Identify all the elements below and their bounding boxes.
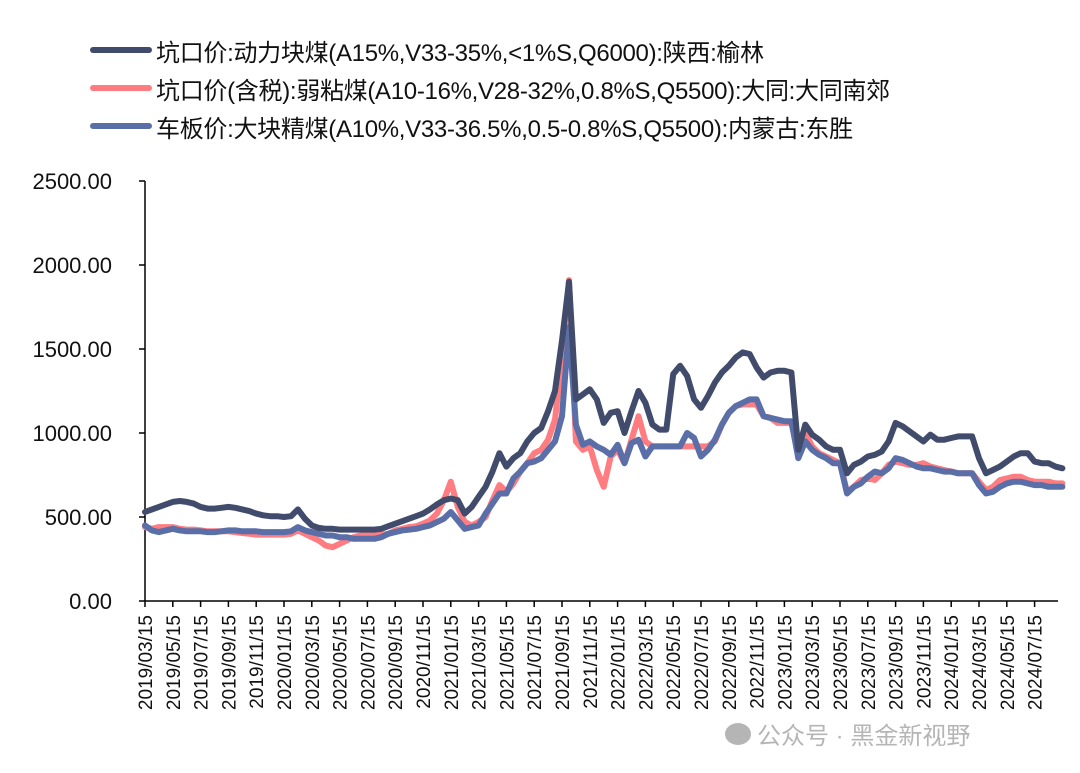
- y-tick-label: 0.00: [69, 589, 112, 614]
- chart-legend: 坑口价:动力块煤(A15%,V33-35%,<1%S,Q6000):陕西:榆林 …: [90, 26, 890, 150]
- y-tick-label: 2000.00: [32, 253, 112, 278]
- x-tick-label: 2021/09/15: [553, 615, 574, 710]
- x-tick-label: 2020/11/15: [414, 615, 435, 709]
- x-tick-label: 2023/11/15: [914, 615, 935, 709]
- x-tick-label: 2020/03/15: [303, 615, 324, 710]
- x-tick-label: 2024/03/15: [970, 615, 991, 710]
- x-tick-label: 2020/07/15: [358, 615, 379, 710]
- y-tick-label: 500.00: [45, 505, 112, 530]
- series-line-2: [142, 324, 1066, 542]
- x-tick-label: 2020/05/15: [331, 615, 352, 710]
- x-axis: 2019/03/15 2019/05/15 2019/07/15 2019/09/15…: [136, 600, 1058, 710]
- x-tick-label: 2021/01/15: [442, 615, 463, 710]
- series-line-0: [142, 278, 1066, 533]
- legend-label-dongsheng: 车板价:大块精煤(A10%,V33-36.5%,0.5-0.8%S,Q5500)…: [156, 115, 853, 143]
- y-axis: 0.00 500.00 1000.00 1500.00 2000.00 2500.00: [32, 169, 146, 614]
- x-tick-label: 2021/11/15: [581, 615, 602, 709]
- x-tick-label: 2023/03/15: [803, 615, 824, 710]
- x-tick-label: 2019/03/15: [136, 615, 157, 710]
- legend-label-datong: 坑口价(含税):弱粘煤(A10-16%,V28-32%,0.8%S,Q5500)…: [156, 77, 890, 105]
- legend-swatch-yulin: [90, 47, 152, 53]
- x-tick-label: 2023/01/15: [775, 615, 796, 710]
- x-tick-label: 2021/03/15: [470, 615, 491, 710]
- x-tick-label: 2022/03/15: [636, 615, 657, 710]
- legend-swatch-datong: [90, 85, 152, 91]
- x-tick-label: 2019/11/15: [247, 615, 268, 709]
- x-tick-label: 2022/11/15: [748, 615, 769, 709]
- x-tick-label: 2021/07/15: [525, 615, 546, 710]
- x-tick-label: 2020/01/15: [275, 615, 296, 710]
- x-tick-label: 2024/01/15: [942, 615, 963, 710]
- legend-label-yulin: 坑口价:动力块煤(A15%,V33-35%,<1%S,Q6000):陕西:榆林: [156, 39, 764, 67]
- x-tick-label: 2021/05/15: [497, 615, 518, 710]
- x-tick-label: 2024/05/15: [998, 615, 1019, 710]
- x-tick-label: 2022/07/15: [692, 615, 713, 710]
- x-tick-label: 2019/05/15: [164, 615, 185, 710]
- x-tick-label: 2024/07/15: [1026, 615, 1047, 710]
- legend-item-datong: 坑口价(含税):弱粘煤(A10-16%,V28-32%,0.8%S,Q5500)…: [90, 64, 890, 112]
- legend-swatch-dongsheng: [90, 123, 152, 129]
- watermark: 公众号 · 黑金新视野: [725, 716, 970, 751]
- x-tick-label: 2022/05/15: [664, 615, 685, 710]
- x-tick-label: 2020/09/15: [386, 615, 407, 710]
- legend-item-yulin: 坑口价:动力块煤(A15%,V33-35%,<1%S,Q6000):陕西:榆林: [90, 26, 890, 74]
- watermark-text: 公众号 · 黑金新视野: [757, 723, 971, 750]
- x-tick-label: 2022/09/15: [720, 615, 741, 710]
- wechat-icon: [725, 722, 751, 745]
- series-lines: [142, 277, 1066, 551]
- x-tick-label: 2023/09/15: [887, 615, 908, 710]
- y-tick-label: 2500.00: [32, 169, 112, 194]
- x-tick-label: 2022/01/15: [609, 615, 630, 710]
- x-tick-label: 2019/07/15: [192, 615, 213, 710]
- y-tick-label: 1500.00: [32, 337, 112, 362]
- x-tick-label: 2023/07/15: [859, 615, 880, 710]
- y-tick-label: 1000.00: [32, 421, 112, 446]
- x-tick-label: 2019/09/15: [219, 615, 240, 710]
- legend-item-dongsheng: 车板价:大块精煤(A10%,V33-36.5%,0.5-0.8%S,Q5500)…: [90, 102, 890, 150]
- x-tick-label: 2023/05/15: [831, 615, 852, 710]
